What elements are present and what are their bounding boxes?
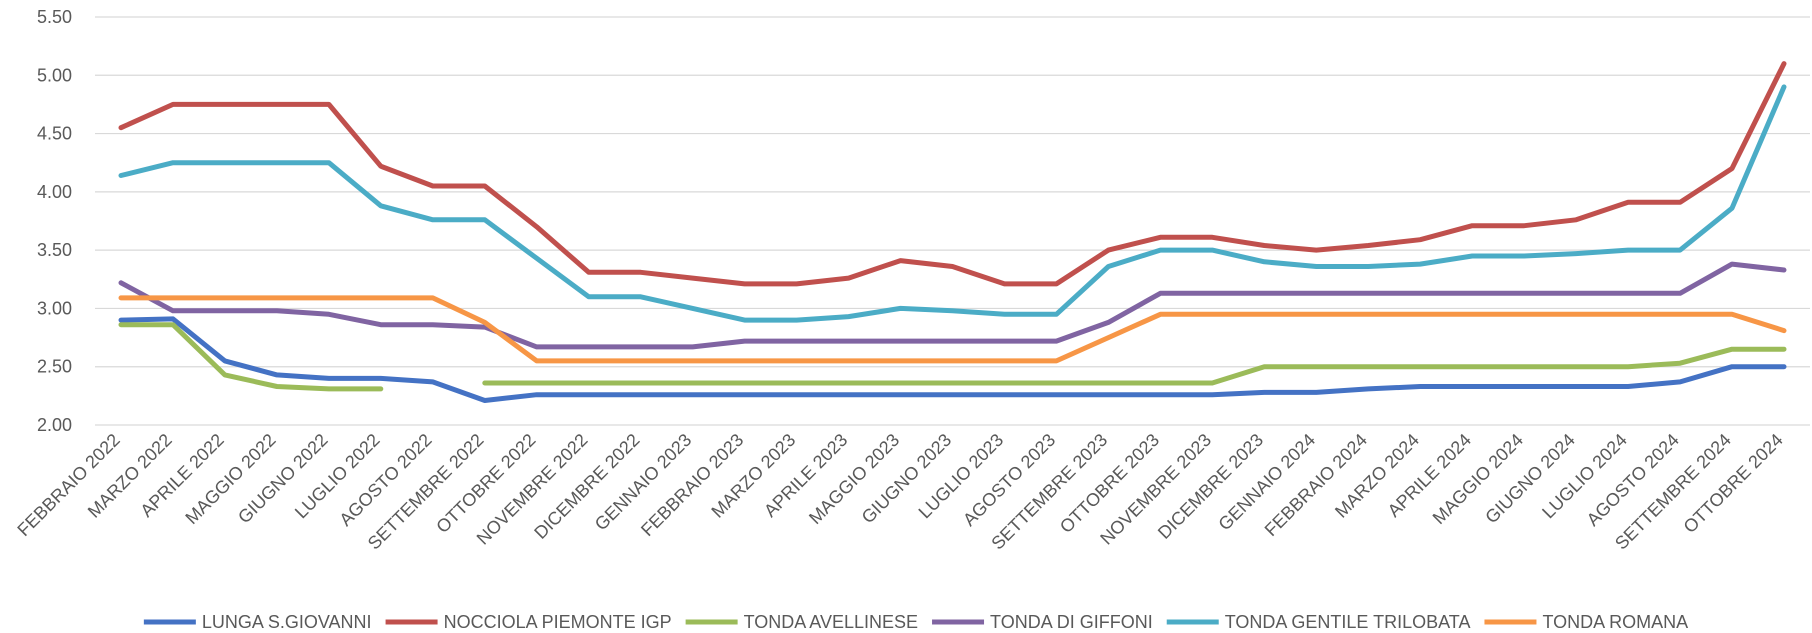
legend-item: TONDA DI GIFFONI bbox=[932, 612, 1153, 632]
legend-item: TONDA ROMANA bbox=[1484, 612, 1688, 632]
x-tick-label: AGOSTO 2023 bbox=[959, 430, 1059, 530]
y-tick-label: 4.50 bbox=[37, 124, 72, 144]
y-tick-label: 5.50 bbox=[37, 7, 72, 27]
series-line bbox=[118, 316, 1787, 403]
y-tick-label: 4.00 bbox=[37, 182, 72, 202]
y-tick-label: 2.00 bbox=[37, 415, 72, 435]
legend-label: TONDA AVELLINESE bbox=[744, 612, 918, 632]
series-line bbox=[118, 295, 1787, 364]
legend-item: TONDA AVELLINESE bbox=[685, 612, 918, 632]
x-tick-label: AGOSTO 2022 bbox=[335, 430, 435, 530]
x-tick-label: GIUGNO 2023 bbox=[858, 430, 956, 528]
x-tick-label: OTTOBRE 2024 bbox=[1680, 430, 1787, 537]
legend-item: NOCCIOLA PIEMONTE IGP bbox=[385, 612, 672, 632]
y-tick-label: 2.50 bbox=[37, 357, 72, 377]
x-tick-label: MAGGIO 2024 bbox=[1429, 430, 1527, 528]
series-line bbox=[118, 322, 1787, 392]
legend-label: LUNGA S.GIOVANNI bbox=[202, 612, 372, 632]
x-tick-label: AGOSTO 2024 bbox=[1583, 430, 1683, 530]
series-line bbox=[118, 61, 1787, 287]
x-tick-label: GIUGNO 2024 bbox=[1481, 430, 1579, 528]
legend-item: LUNGA S.GIOVANNI bbox=[143, 612, 372, 632]
x-tick-label: GIUGNO 2022 bbox=[234, 430, 332, 528]
legend-label: TONDA DI GIFFONI bbox=[990, 612, 1153, 632]
series-line bbox=[118, 261, 1787, 350]
y-tick-label: 3.00 bbox=[37, 298, 72, 318]
legend-label: NOCCIOLA PIEMONTE IGP bbox=[444, 612, 672, 632]
legend-item: TONDA GENTILE TRILOBATA bbox=[1166, 612, 1471, 632]
legend: LUNGA S.GIOVANNI NOCCIOLA PIEMONTE IGP TON… bbox=[143, 612, 1688, 632]
y-tick-label: 5.00 bbox=[37, 65, 72, 85]
x-tick-label: MAGGIO 2023 bbox=[805, 430, 903, 528]
legend-label: TONDA GENTILE TRILOBATA bbox=[1225, 612, 1471, 632]
legend-label: TONDA ROMANA bbox=[1542, 612, 1688, 632]
x-tick-label: MAGGIO 2022 bbox=[181, 430, 279, 528]
y-tick-label: 3.50 bbox=[37, 240, 72, 260]
series-line bbox=[118, 84, 1787, 323]
